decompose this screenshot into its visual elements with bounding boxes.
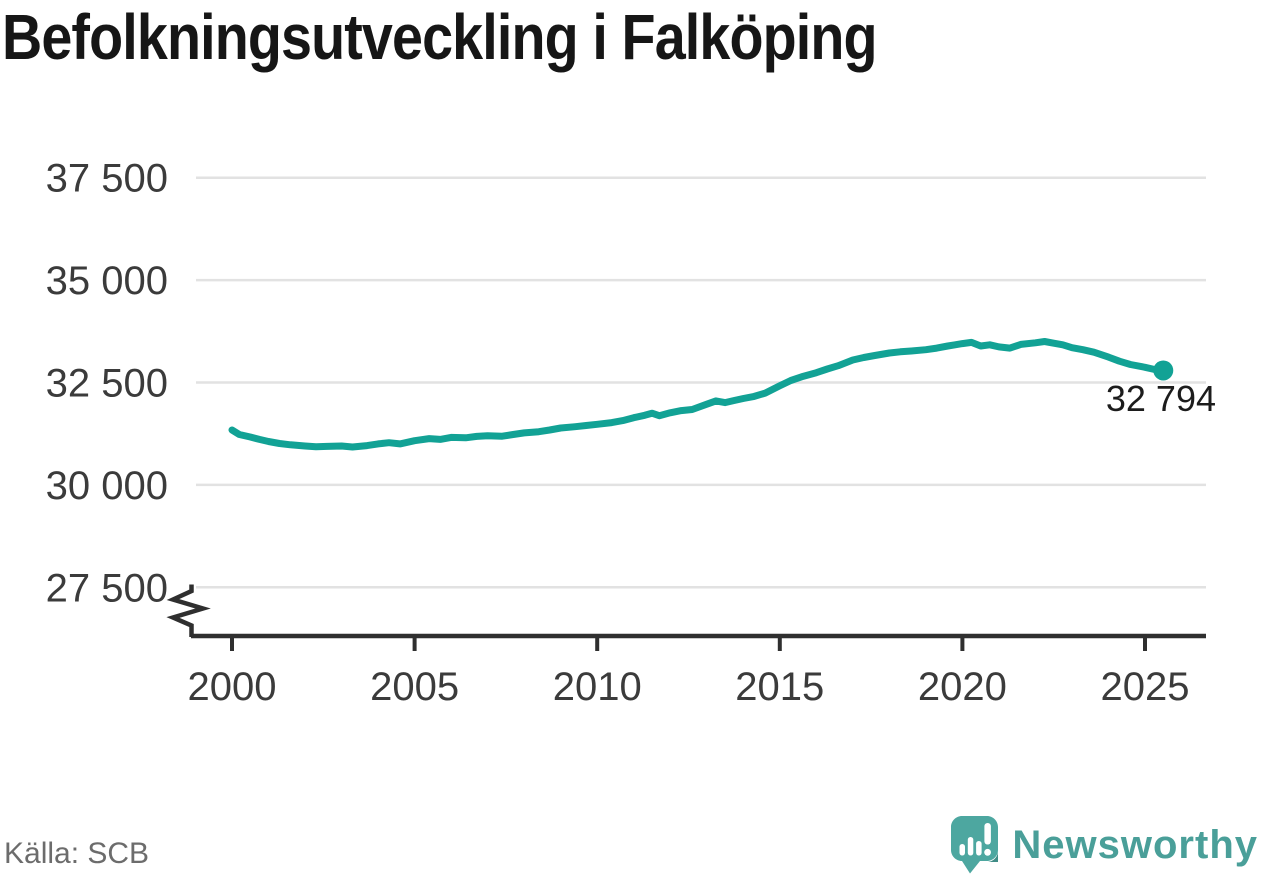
x-axis-tick-label: 2025 [1101, 665, 1190, 709]
line-end-dot [1153, 360, 1174, 381]
chart-title: Befolkningsutveckling i Falköping [2, 1, 878, 73]
y-axis-tick-label: 37 500 [46, 157, 168, 201]
source-note: Källa: SCB [4, 837, 150, 870]
x-axis-tick-label: 2005 [370, 665, 459, 709]
x-axis-tick-label: 2010 [553, 665, 642, 709]
y-axis-tick-label: 32 500 [46, 362, 168, 406]
newsworthy-logo-icon [951, 816, 999, 874]
x-axis: 2000 2005 2010 2015 2020 2025 [188, 633, 1206, 709]
population-line [228, 338, 1167, 451]
y-axis-tick-label: 35 000 [46, 259, 168, 303]
line-end-value-label: 32 794 [1106, 378, 1216, 419]
axis-break-icon [166, 584, 211, 637]
newsworthy-brand: Newsworthy [950, 815, 1258, 875]
x-axis-tick-label: 2000 [188, 665, 277, 709]
x-axis-tick-label: 2020 [918, 665, 1007, 709]
logo-exclamation-dot [984, 848, 992, 856]
y-axis-tick-label: 30 000 [46, 464, 168, 508]
newsworthy-wordmark: Newsworthy [1012, 822, 1258, 867]
y-axis-labels: 27 500 30 000 32 500 35 000 37 500 [46, 157, 168, 611]
logo-exclamation-bar [984, 823, 992, 845]
y-gridlines [196, 176, 1206, 589]
y-axis-tick-label: 27 500 [46, 566, 168, 610]
x-axis-tick-label: 2015 [735, 665, 824, 709]
logo-bars [959, 823, 992, 856]
